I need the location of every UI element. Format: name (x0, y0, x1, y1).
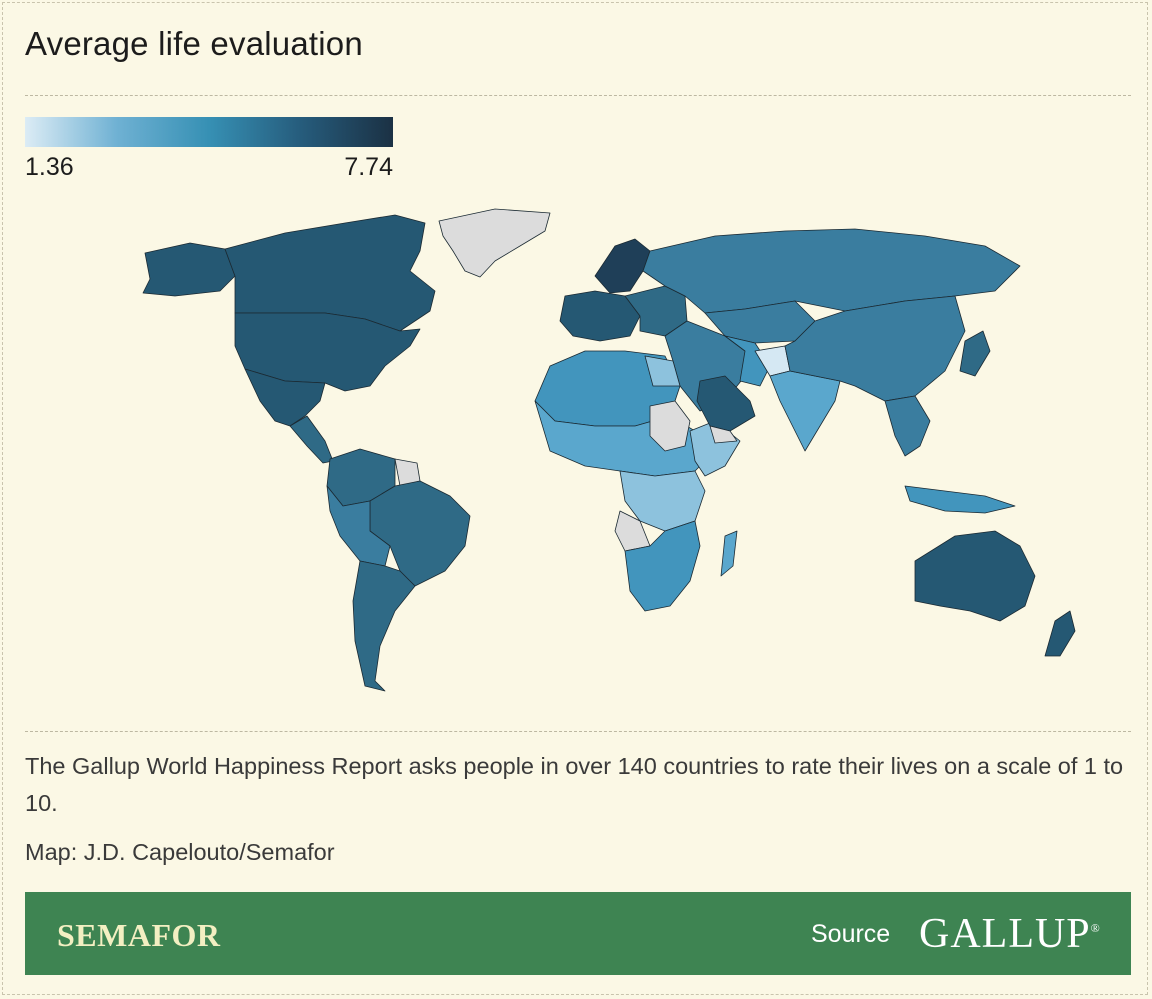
region-india (769, 370, 841, 452)
world-map (142, 208, 1076, 692)
region-madagascar (720, 530, 738, 577)
top-divider (25, 95, 1131, 96)
region-new-zealand (1044, 610, 1076, 657)
region-central-america (289, 415, 334, 464)
region-greenland (438, 208, 551, 278)
region-japan (959, 330, 991, 377)
legend-min-label: 1.36 (25, 153, 74, 181)
region-indonesia (904, 485, 1016, 514)
region-sudan-chad (649, 400, 691, 452)
region-alaska (142, 242, 236, 297)
region-peru-bolivia (326, 485, 391, 567)
region-western-europe (559, 290, 641, 342)
chart-title: Average life evaluation (25, 25, 363, 62)
gallup-logo[interactable]: GALLUP® (919, 910, 1101, 958)
gallup-wordmark: GALLUP (919, 911, 1091, 957)
region-russia (642, 228, 1021, 314)
footer-bar: SEMAFOR Source GALLUP® (25, 892, 1131, 975)
semafor-logo[interactable]: SEMAFOR (57, 917, 221, 953)
region-scandinavia (594, 238, 651, 294)
map-credit: Map: J.D. Capelouto/Semafor (25, 839, 335, 865)
region-arabian-peninsula (696, 375, 756, 432)
region-mexico (244, 368, 326, 427)
region-iran (724, 335, 771, 387)
region-southeast-asia (884, 395, 931, 457)
color-scale-bar (25, 117, 393, 147)
region-egypt (644, 355, 681, 387)
region-southern-africa (624, 520, 701, 612)
bottom-divider (25, 731, 1131, 732)
region-australia (914, 530, 1036, 622)
chart-description: The Gallup World Happiness Report asks p… (25, 753, 1124, 816)
legend-max-label: 7.74 (344, 153, 393, 181)
source-label: Source (811, 920, 891, 948)
registered-mark: ® (1090, 921, 1101, 935)
region-southern-cone (352, 560, 416, 692)
region-yemen (709, 425, 738, 444)
